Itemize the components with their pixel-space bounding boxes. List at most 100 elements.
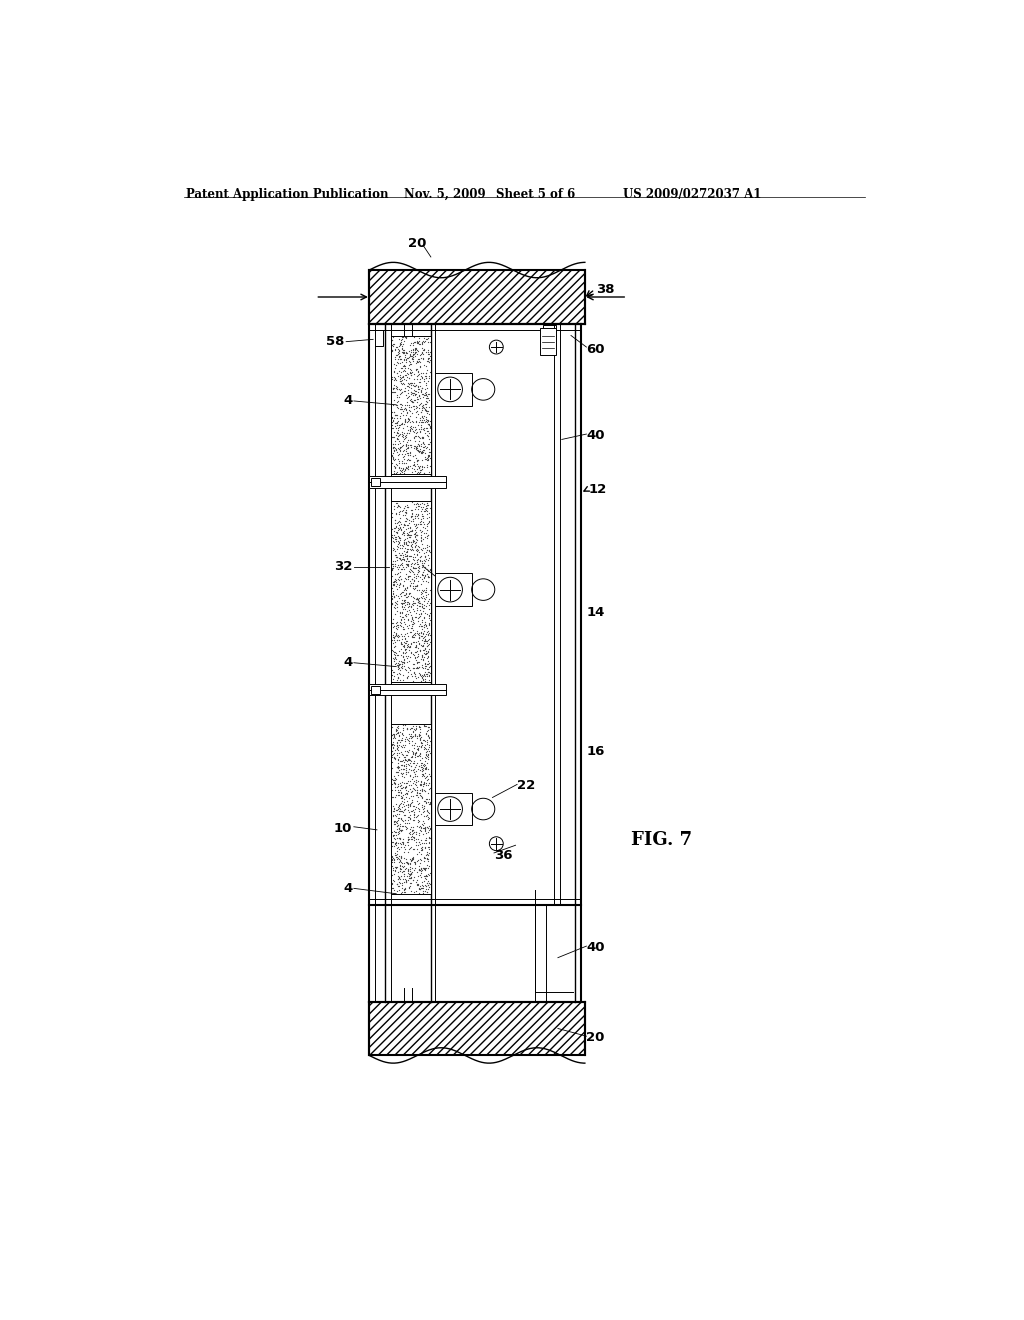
Point <box>392 500 409 521</box>
Point <box>390 341 407 362</box>
Point <box>403 500 420 521</box>
Point <box>407 726 423 747</box>
Point <box>417 754 433 775</box>
Point <box>393 327 410 348</box>
Point <box>410 425 426 446</box>
Point <box>420 837 436 858</box>
Point <box>419 508 435 529</box>
Point <box>384 741 400 762</box>
Point <box>406 562 422 583</box>
Point <box>385 437 401 458</box>
Point <box>394 751 411 772</box>
Point <box>420 545 436 566</box>
Point <box>399 829 416 850</box>
Point <box>394 642 411 663</box>
Point <box>397 643 414 664</box>
Point <box>419 843 435 865</box>
Point <box>400 826 417 847</box>
Point <box>387 857 403 878</box>
Point <box>391 725 408 746</box>
Point <box>398 605 415 626</box>
Point <box>389 422 406 444</box>
Point <box>390 656 407 677</box>
Point <box>400 758 417 779</box>
Point <box>409 821 425 842</box>
Point <box>417 614 433 635</box>
Point <box>408 412 424 433</box>
Point <box>413 583 429 605</box>
Point <box>419 635 435 656</box>
Point <box>390 866 407 887</box>
Point <box>390 867 407 888</box>
Point <box>402 793 419 814</box>
Bar <box>370 684 446 696</box>
Point <box>417 603 433 624</box>
Point <box>388 855 404 876</box>
Point <box>415 426 431 447</box>
Point <box>396 714 413 735</box>
Point <box>406 445 422 466</box>
Point <box>391 861 408 882</box>
Point <box>417 545 433 566</box>
Point <box>410 866 426 887</box>
Point <box>418 664 434 685</box>
Point <box>418 747 434 768</box>
Point <box>411 590 427 611</box>
Point <box>384 744 400 766</box>
Point <box>408 607 424 628</box>
Point <box>417 875 433 896</box>
Point <box>398 401 415 422</box>
Point <box>408 829 424 850</box>
Point <box>393 603 410 624</box>
Point <box>393 537 410 558</box>
Point <box>421 396 437 417</box>
Point <box>403 789 420 810</box>
Point <box>393 383 410 404</box>
Point <box>416 774 432 795</box>
Point <box>413 380 429 401</box>
Point <box>398 457 415 478</box>
Point <box>398 453 415 474</box>
Point <box>417 847 433 869</box>
Point <box>413 524 429 545</box>
Point <box>418 715 434 737</box>
Point <box>411 725 427 746</box>
Point <box>392 517 409 539</box>
Point <box>384 630 400 651</box>
Point <box>400 546 417 568</box>
Point <box>404 780 421 801</box>
Point <box>394 381 411 403</box>
Point <box>410 737 426 758</box>
Point <box>414 331 430 352</box>
Point <box>420 414 436 436</box>
Point <box>417 565 433 586</box>
Point <box>386 774 402 795</box>
Point <box>397 515 414 536</box>
Point <box>418 775 434 796</box>
Point <box>387 793 403 814</box>
Point <box>401 512 418 533</box>
Point <box>404 619 421 640</box>
Point <box>416 623 432 644</box>
Point <box>407 751 423 772</box>
Point <box>396 359 413 380</box>
Point <box>398 729 415 750</box>
Point <box>411 882 427 903</box>
Point <box>408 657 424 678</box>
Point <box>404 569 421 590</box>
Point <box>420 583 436 605</box>
Point <box>389 837 406 858</box>
Point <box>395 400 412 421</box>
Point <box>400 645 417 667</box>
Point <box>413 388 429 409</box>
Point <box>414 630 430 651</box>
Point <box>415 512 431 533</box>
Point <box>421 383 437 404</box>
Point <box>402 346 419 367</box>
Point <box>412 832 428 853</box>
Point <box>408 774 424 795</box>
Point <box>385 417 401 438</box>
Point <box>387 642 403 663</box>
Point <box>396 639 413 660</box>
Point <box>389 407 406 428</box>
